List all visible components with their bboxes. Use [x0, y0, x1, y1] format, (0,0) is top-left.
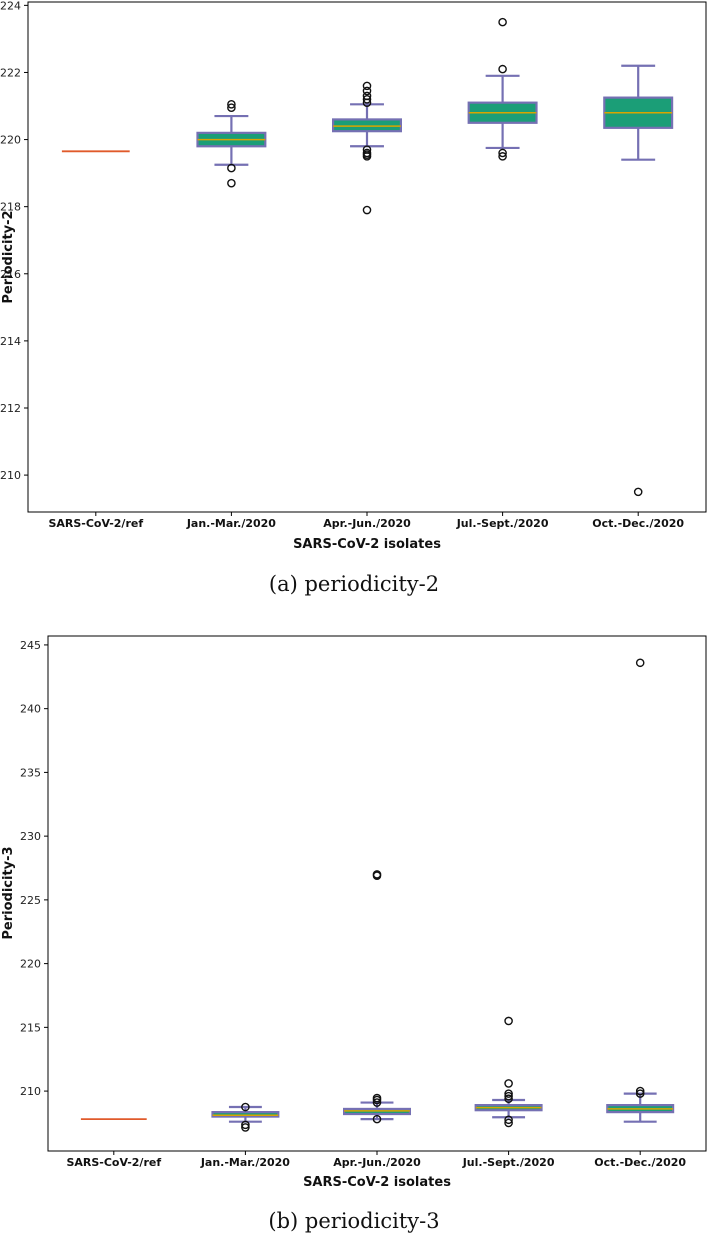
outlier-point: [504, 1115, 513, 1125]
panel-periodicity-2: 210 212 214 216 218 220 222 224 SARS-CoV-2/ref Ja…: [0, 0, 707, 596]
y-tick-label: 220: [0, 134, 21, 147]
y-tick-label: 216: [0, 268, 21, 281]
outlier-point: [498, 148, 507, 158]
box-body: [332, 118, 403, 133]
y-tick-label: 212: [0, 402, 21, 415]
y-tick-label: 245: [20, 639, 41, 652]
outlier-point: [362, 81, 372, 91]
y-tick-label: 214: [0, 335, 21, 348]
x-axis-label: SARS-CoV-2 isolates: [293, 537, 441, 552]
outlier-point: [498, 17, 507, 27]
outlier-point: [635, 658, 645, 668]
outlier-point: [362, 95, 372, 104]
outlier-point: [372, 870, 382, 879]
y-tick-label: 224: [0, 0, 21, 12]
x-tick-label: Jul.-Sept./2020: [456, 517, 549, 530]
outlier-point: [362, 91, 372, 101]
y-tick-label: 225: [20, 894, 41, 907]
x-tick-label: Jan.-Mar./2020: [186, 517, 276, 530]
y-tick-label: 235: [20, 766, 41, 779]
outlier-point: [241, 1123, 250, 1132]
outlier-point: [635, 1086, 645, 1096]
y-tick-label: 222: [0, 66, 21, 79]
outlier-point: [362, 86, 372, 96]
outlier-point: [372, 1098, 382, 1107]
outlier-point: [504, 1094, 513, 1104]
x-tick-label: Oct.-Dec./2020: [592, 517, 684, 530]
x-axis-label: SARS-CoV-2 isolates: [303, 1175, 451, 1190]
outlier-point: [504, 1091, 513, 1101]
y-axis-label: Periodicity-3: [1, 846, 16, 939]
y-tick-label: 210: [20, 1085, 41, 1098]
y-tick-label: 215: [20, 1021, 41, 1034]
outlier-point: [227, 103, 236, 112]
outlier-point: [372, 1093, 382, 1103]
outlier-point: [504, 1079, 513, 1088]
outlier-point: [504, 1089, 513, 1098]
x-tick-label: Oct.-Dec./2020: [594, 1156, 686, 1169]
outlier-point: [241, 1120, 250, 1130]
outlier-point: [227, 163, 236, 173]
x-tick-label: SARS-CoV-2/ref: [66, 1156, 161, 1169]
outlier-point: [227, 178, 236, 188]
outlier-point: [227, 100, 236, 109]
outlier-point: [362, 145, 372, 154]
chart-marks: 210 215 220 225 230 235 240 245 SARS-CoV-2/ref Ja…: [20, 639, 686, 1169]
outlier-point: [241, 1102, 250, 1112]
x-tick-label: Jan.-Mar./2020: [200, 1156, 290, 1169]
x-tick-label: Apr.-Jun./2020: [333, 1156, 421, 1169]
y-tick-label: 218: [0, 201, 21, 214]
x-tick-label: SARS-CoV-2/ref: [48, 517, 143, 530]
y-tick-label: 220: [20, 958, 41, 971]
y-axis-label: Periodicity-2: [1, 210, 16, 303]
figure-caption: (b) periodicity-3: [268, 1209, 439, 1233]
chart-marks: 210 212 214 216 218 220 222 224 SARS-CoV-2/ref Ja…: [0, 0, 684, 530]
outlier-point: [635, 1089, 645, 1098]
y-tick-label: 240: [20, 703, 41, 716]
x-tick-label: Jul.-Sept./2020: [462, 1156, 555, 1169]
outlier-point: [633, 487, 643, 497]
outlier-point: [498, 152, 507, 161]
y-tick-label: 210: [0, 469, 21, 482]
x-tick-label: Apr.-Jun./2020: [323, 517, 411, 530]
outlier-point: [362, 148, 372, 158]
panel-periodicity-3: 210 215 220 225 230 235 240 245 SARS-CoV-2/ref Ja…: [1, 635, 707, 1233]
outlier-point: [504, 1016, 513, 1026]
outlier-point: [362, 205, 372, 215]
box-body: [211, 1111, 280, 1118]
outlier-point: [498, 64, 507, 74]
outlier-point: [372, 1114, 382, 1124]
outlier-point: [504, 1118, 513, 1128]
figure-caption: (a) periodicity-2: [269, 572, 439, 596]
plot-frame: [27, 1, 707, 513]
y-tick-label: 230: [20, 830, 41, 843]
plot-frame: [47, 635, 707, 1152]
